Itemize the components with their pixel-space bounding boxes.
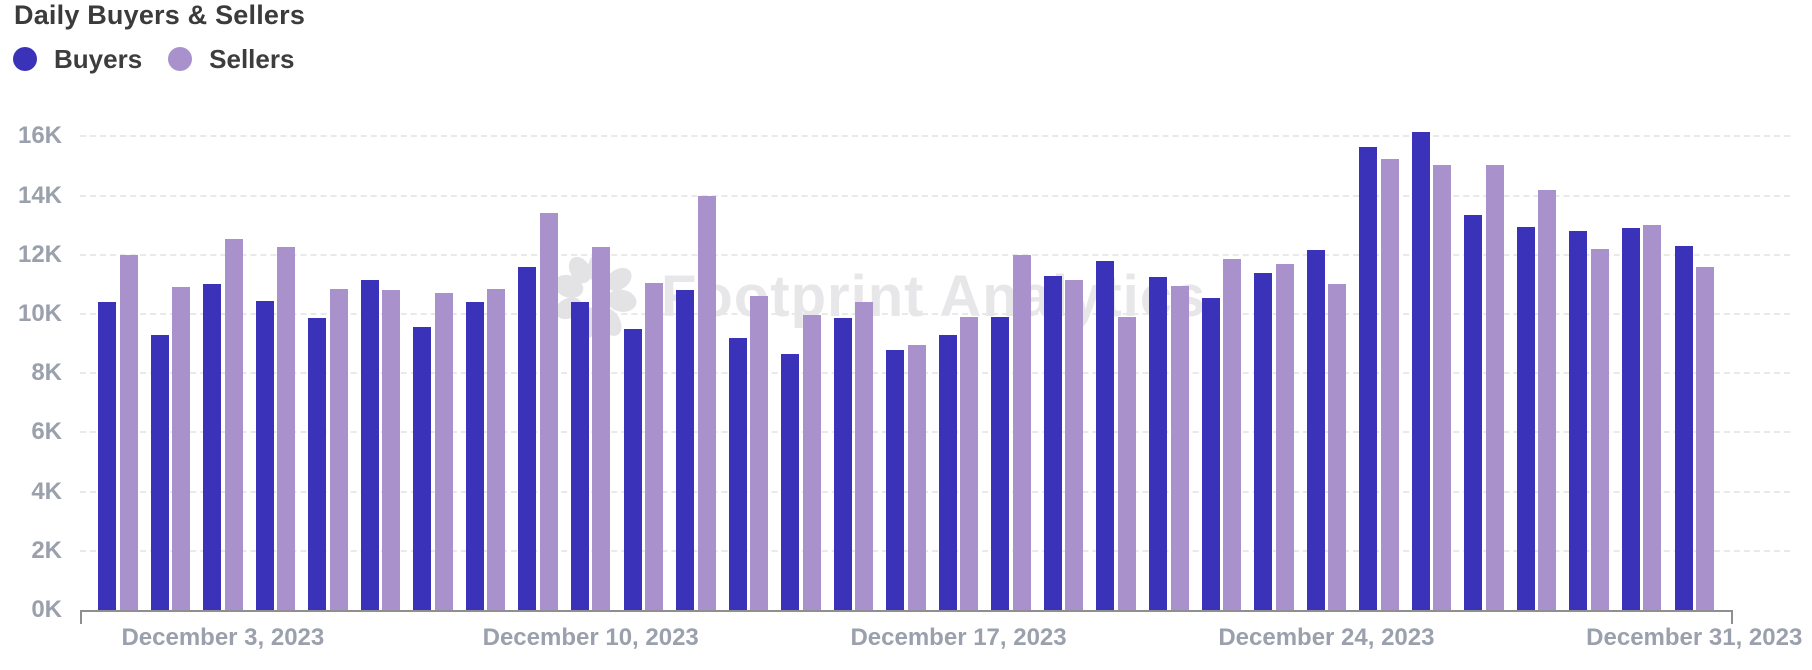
y-tick-label-2k: 2K xyxy=(31,536,62,564)
y-tick-label-8k: 8K xyxy=(31,359,62,387)
bar-buyers-december-16-2023[interactable] xyxy=(886,349,905,610)
bar-sellers-december-15-2023[interactable] xyxy=(855,302,874,610)
bar-buyers-december-8-2023[interactable] xyxy=(465,302,484,610)
bar-sellers-december-23-2023[interactable] xyxy=(1275,263,1294,610)
bar-buyers-december-14-2023[interactable] xyxy=(781,353,800,610)
x-tick-label-december-3-2023: December 3, 2023 xyxy=(121,624,325,651)
gridline-8k xyxy=(80,372,1790,375)
buyers-swatch-icon xyxy=(13,47,37,71)
bar-buyers-december-23-2023[interactable] xyxy=(1254,272,1273,610)
bar-sellers-december-24-2023[interactable] xyxy=(1328,284,1347,610)
y-tick-label-12k: 12K xyxy=(17,240,62,268)
bar-buyers-december-7-2023[interactable] xyxy=(413,327,432,610)
bar-buyers-december-12-2023[interactable] xyxy=(676,290,695,610)
bar-sellers-december-7-2023[interactable] xyxy=(434,293,453,610)
bar-sellers-december-12-2023[interactable] xyxy=(697,195,716,610)
bar-sellers-december-10-2023[interactable] xyxy=(592,247,611,610)
legend-label-buyers: Buyers xyxy=(54,43,143,74)
bar-sellers-december-21-2023[interactable] xyxy=(1170,285,1189,610)
x-axis-line xyxy=(80,610,1733,612)
bar-buyers-december-30-2023[interactable] xyxy=(1621,228,1640,610)
y-tick-label-0k: 0K xyxy=(31,596,62,623)
bar-buyers-december-25-2023[interactable] xyxy=(1359,146,1378,610)
gridline-10k xyxy=(80,313,1790,315)
bar-sellers-december-14-2023[interactable] xyxy=(802,315,821,610)
gridline-6k xyxy=(80,431,1790,434)
bar-buyers-december-13-2023[interactable] xyxy=(728,337,747,610)
bar-buyers-december-2-2023[interactable] xyxy=(150,334,169,610)
bar-sellers-december-30-2023[interactable] xyxy=(1643,225,1662,610)
gridline-2k xyxy=(80,549,1790,552)
bar-buyers-december-17-2023[interactable] xyxy=(938,334,957,610)
bar-sellers-december-26-2023[interactable] xyxy=(1433,164,1452,610)
bar-buyers-december-27-2023[interactable] xyxy=(1464,214,1483,610)
bar-buyers-december-20-2023[interactable] xyxy=(1096,260,1115,610)
bar-buyers-december-3-2023[interactable] xyxy=(203,284,222,610)
gridline-12k xyxy=(80,253,1790,256)
bar-sellers-december-2-2023[interactable] xyxy=(172,287,191,610)
x-tick-label-december-17-2023: December 17, 2023 xyxy=(850,624,1067,651)
sellers-swatch-icon xyxy=(168,47,193,71)
bar-buyers-december-5-2023[interactable] xyxy=(308,318,327,610)
bar-sellers-december-29-2023[interactable] xyxy=(1590,248,1609,610)
gridline-16k xyxy=(80,135,1790,138)
bar-buyers-december-21-2023[interactable] xyxy=(1149,277,1167,610)
bar-sellers-december-11-2023[interactable] xyxy=(645,282,663,610)
bar-sellers-december-18-2023[interactable] xyxy=(1012,254,1031,610)
bar-sellers-december-3-2023[interactable] xyxy=(224,238,243,610)
bar-sellers-december-9-2023[interactable] xyxy=(539,213,558,610)
bar-buyers-december-19-2023[interactable] xyxy=(1043,275,1062,610)
legend-item-buyers[interactable]: Buyers xyxy=(13,44,142,75)
legend-label-sellers: Sellers xyxy=(209,43,295,74)
bar-sellers-december-31-2023[interactable] xyxy=(1696,266,1714,610)
bar-sellers-december-16-2023[interactable] xyxy=(907,345,926,610)
bar-buyers-december-9-2023[interactable] xyxy=(518,266,537,610)
bar-buyers-december-4-2023[interactable] xyxy=(255,300,274,610)
y-tick-label-16k: 16K xyxy=(17,122,62,150)
bar-sellers-december-4-2023[interactable] xyxy=(277,247,296,610)
bar-buyers-december-28-2023[interactable] xyxy=(1516,226,1535,610)
y-tick-label-6k: 6K xyxy=(31,418,62,446)
bar-buyers-december-18-2023[interactable] xyxy=(991,316,1010,610)
bar-buyers-december-29-2023[interactable] xyxy=(1569,231,1588,610)
legend-item-sellers[interactable]: Sellers xyxy=(168,44,294,75)
bar-sellers-december-8-2023[interactable] xyxy=(487,288,506,610)
y-tick-label-10k: 10K xyxy=(17,300,62,327)
bar-sellers-december-25-2023[interactable] xyxy=(1380,158,1399,610)
bar-sellers-december-13-2023[interactable] xyxy=(750,296,769,610)
gridline-4k xyxy=(80,490,1790,493)
chart-title: Daily Buyers & Sellers xyxy=(14,0,306,30)
y-tick-label-14k: 14K xyxy=(17,181,62,209)
bar-buyers-december-10-2023[interactable] xyxy=(570,302,589,610)
bar-buyers-december-24-2023[interactable] xyxy=(1306,250,1325,610)
bar-buyers-december-11-2023[interactable] xyxy=(623,328,642,610)
x-axis-left-tick xyxy=(80,610,82,624)
bar-buyers-december-22-2023[interactable] xyxy=(1201,297,1220,610)
x-tick-label-december-24-2023: December 24, 2023 xyxy=(1218,624,1435,651)
x-tick-label-december-31-2023: December 31, 2023 xyxy=(1586,624,1803,651)
bar-buyers-december-31-2023[interactable] xyxy=(1674,245,1693,610)
x-tick-label-december-10-2023: December 10, 2023 xyxy=(482,624,699,651)
bar-sellers-december-6-2023[interactable] xyxy=(382,290,401,610)
bar-buyers-december-6-2023[interactable] xyxy=(360,279,379,610)
bar-buyers-december-1-2023[interactable] xyxy=(98,302,116,610)
legend: Buyers Sellers xyxy=(13,42,294,76)
bar-buyers-december-26-2023[interactable] xyxy=(1411,131,1430,610)
bar-sellers-december-28-2023[interactable] xyxy=(1538,189,1557,610)
bar-sellers-december-5-2023[interactable] xyxy=(329,288,348,610)
bar-buyers-december-15-2023[interactable] xyxy=(833,318,852,610)
bar-sellers-december-20-2023[interactable] xyxy=(1117,316,1136,610)
bar-sellers-december-22-2023[interactable] xyxy=(1223,259,1242,610)
bar-sellers-december-17-2023[interactable] xyxy=(960,316,979,610)
x-axis-right-tick xyxy=(1731,610,1733,624)
bar-sellers-december-19-2023[interactable] xyxy=(1065,279,1084,610)
bar-sellers-december-27-2023[interactable] xyxy=(1485,164,1504,610)
y-tick-label-4k: 4K xyxy=(31,477,62,505)
bar-sellers-december-1-2023[interactable] xyxy=(119,254,138,610)
gridline-14k xyxy=(80,194,1790,197)
